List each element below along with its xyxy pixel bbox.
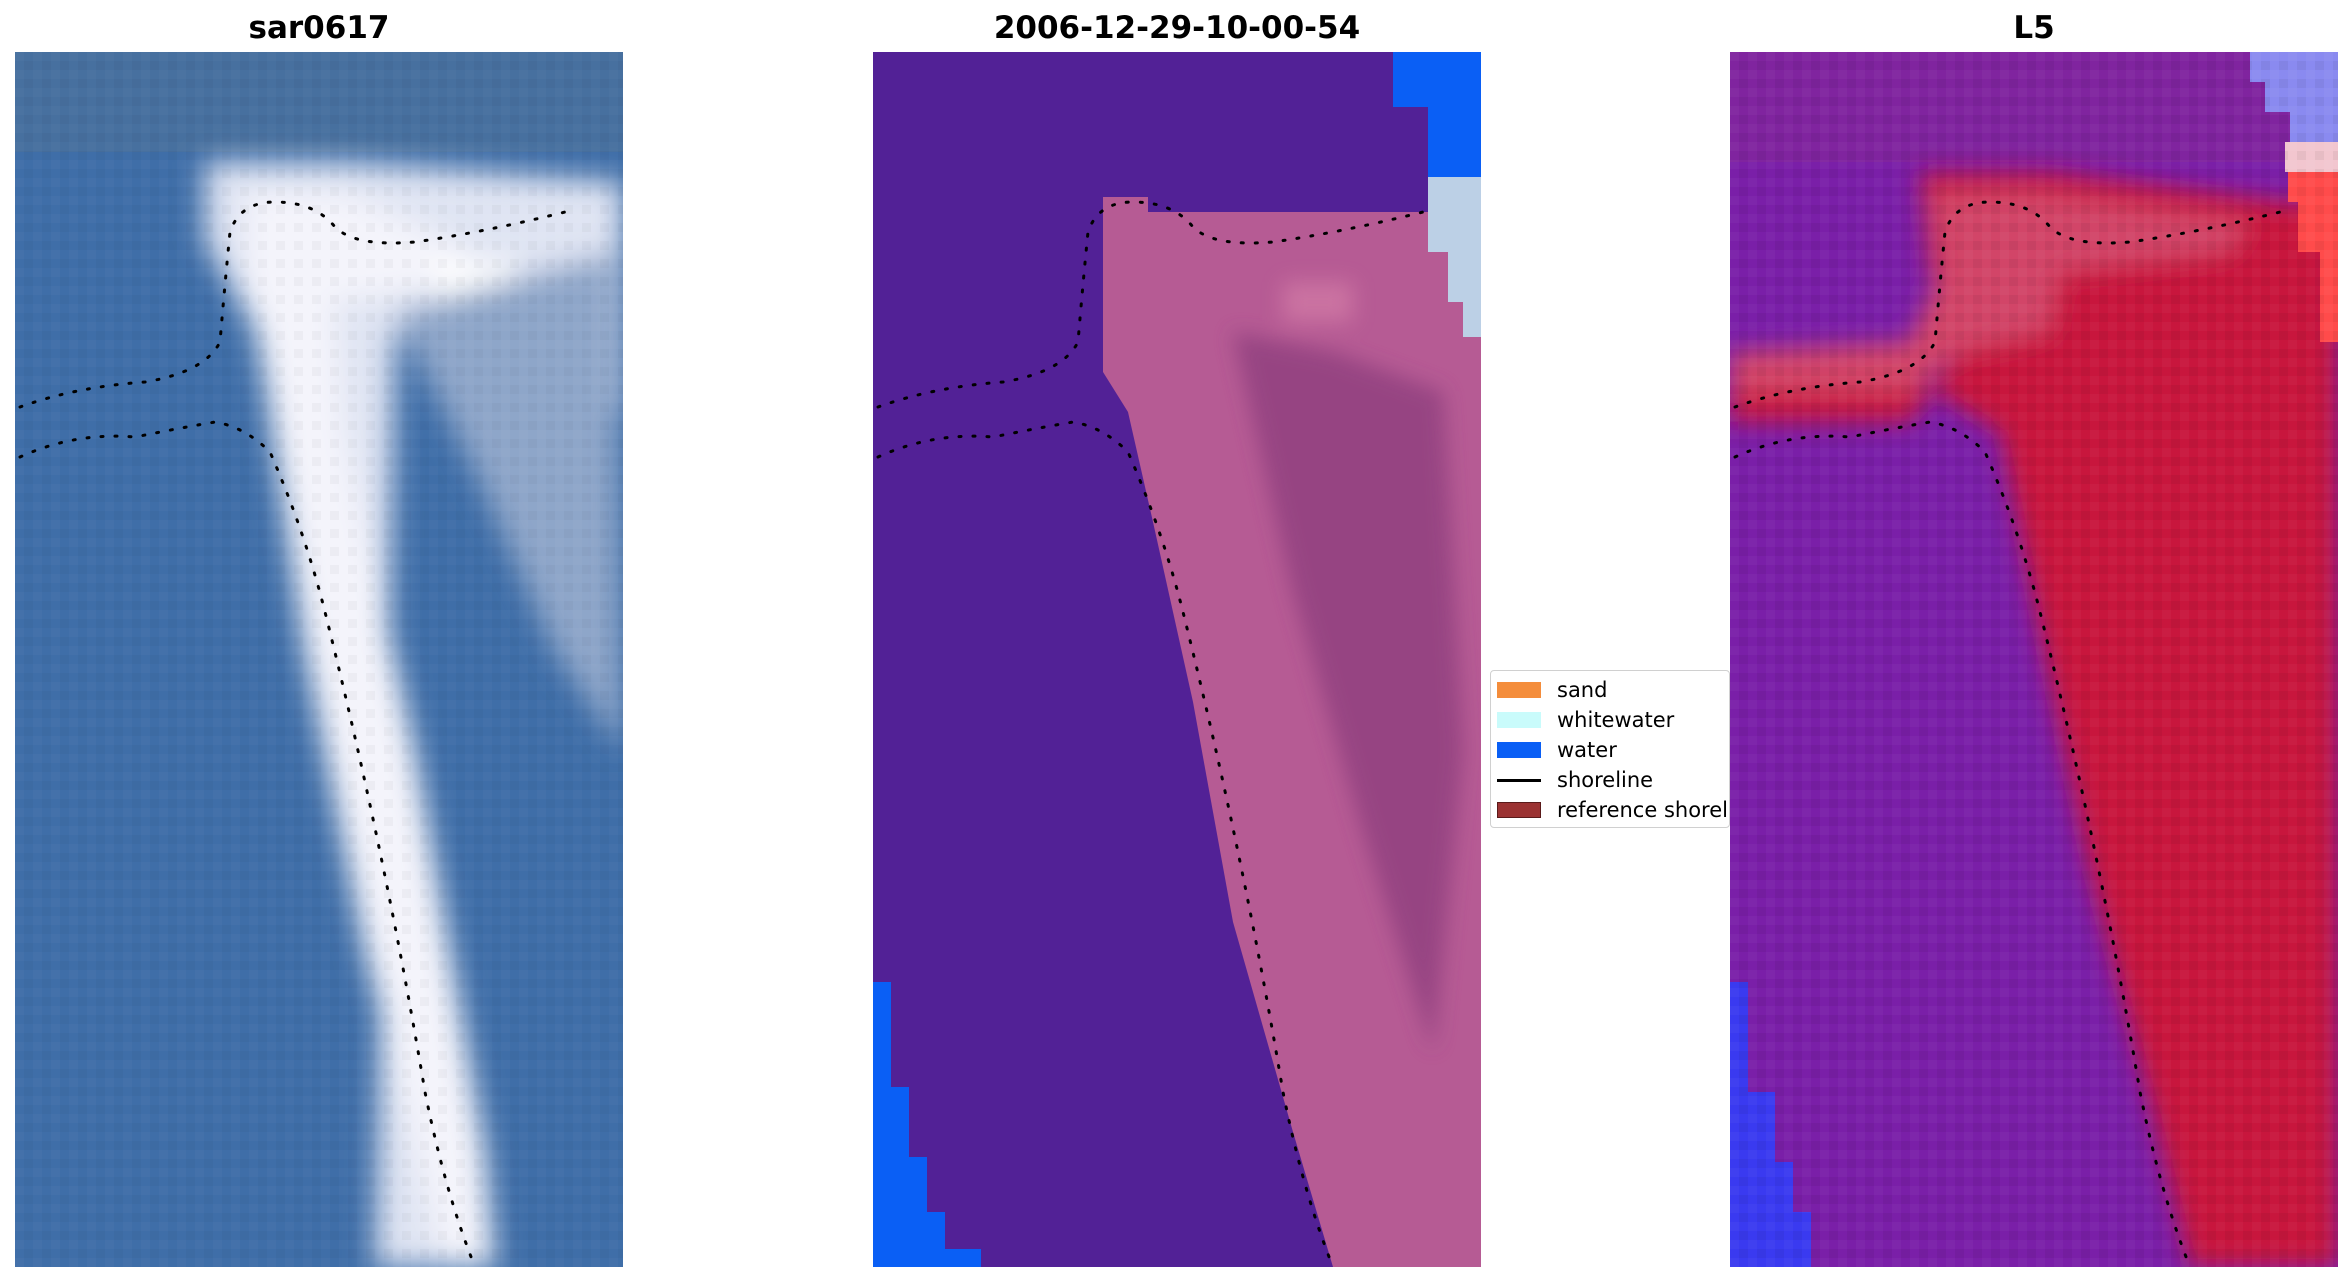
legend-item-shoreline: shoreline (1497, 765, 1729, 795)
rgb-image-svg (15, 52, 623, 1267)
legend-swatch-reference-shoreline (1497, 802, 1541, 818)
rgb-image (15, 52, 623, 1267)
legend-label-reference-shoreline: reference shoreli (1557, 798, 1730, 822)
legend-swatch-sand (1497, 682, 1541, 698)
legend-label-shoreline: shoreline (1557, 768, 1654, 792)
class-water-bottom (873, 982, 981, 1267)
classified-shoreline (876, 200, 1425, 1267)
legend: sand whitewater water shoreline referenc… (1490, 670, 1730, 828)
legend-item-sand: sand (1497, 675, 1729, 705)
index-image-svg (1730, 52, 2338, 1267)
legend-label-whitewater: whitewater (1557, 708, 1675, 732)
legend-swatch-water (1497, 742, 1541, 758)
legend-item-whitewater: whitewater (1497, 705, 1729, 735)
classified-image (873, 52, 1481, 1267)
legend-swatch-whitewater (1497, 712, 1541, 728)
rgb-shoreline (18, 200, 567, 1267)
legend-line-shoreline (1497, 778, 1541, 782)
legend-item-water: water (1497, 735, 1729, 765)
panel-title-index: L5 (2013, 10, 2055, 46)
panel-title-rgb: sar0617 (248, 10, 390, 46)
index-shoreline (1733, 200, 2282, 1267)
legend-item-reference-shoreline: reference shoreli (1497, 795, 1729, 825)
legend-label-water: water (1557, 738, 1617, 762)
class-water-top (1393, 52, 1481, 177)
index-image (1730, 52, 2338, 1267)
classified-image-svg (873, 52, 1481, 1267)
panel-title-classified: 2006-12-29-10-00-54 (993, 10, 1361, 46)
class-whitewater (1428, 177, 1481, 337)
legend-label-sand: sand (1557, 678, 1608, 702)
